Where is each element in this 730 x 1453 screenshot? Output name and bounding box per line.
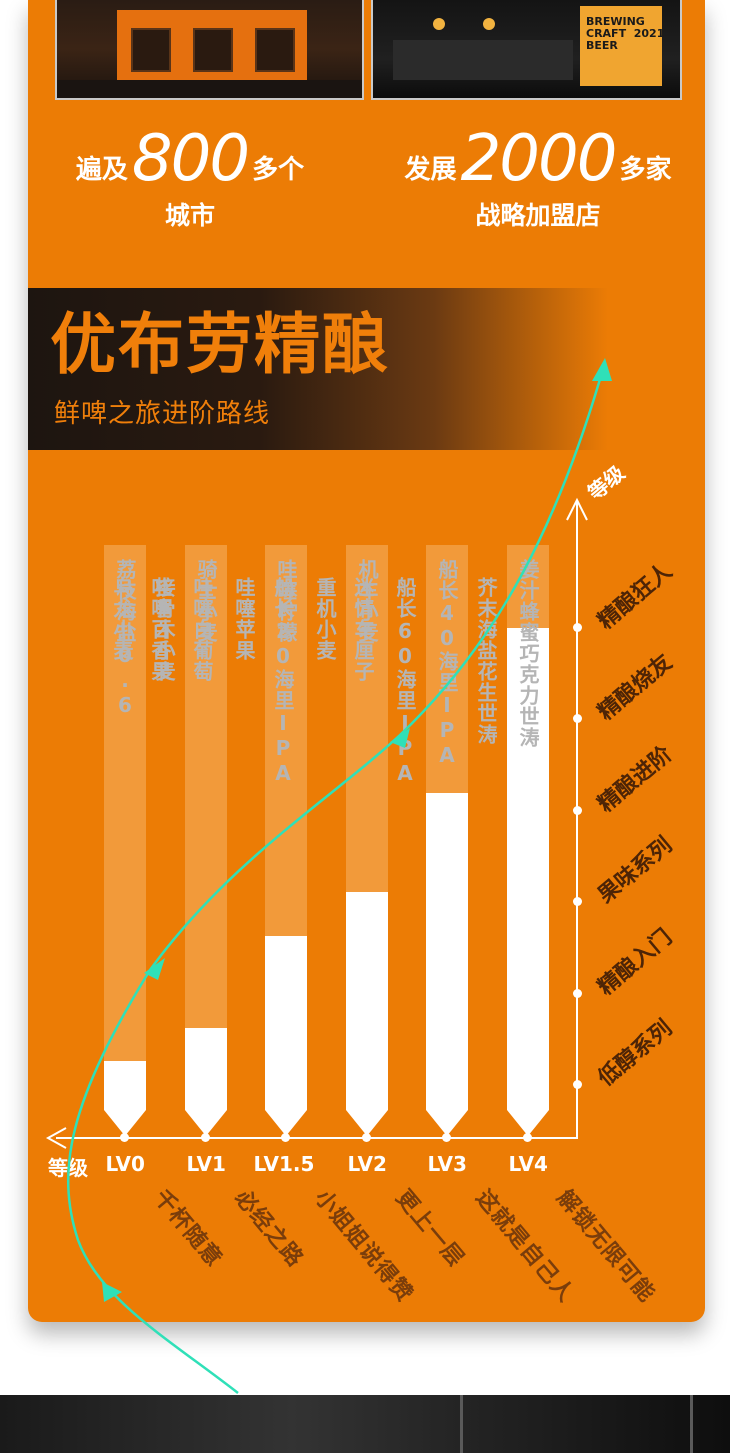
bar-lv3: 船长40海里IPA 船长60海里IPA 迷情车厘子	[351, 545, 468, 1136]
journey-curve	[66, 361, 607, 1394]
bar-fill	[265, 936, 307, 1110]
bar-beer-list: 机车小麦 重机小麦 船长20海里IPA	[271, 559, 388, 1104]
x-axis	[56, 1137, 578, 1139]
x-tick-label: LV1.5	[253, 1152, 315, 1176]
bar-counter	[393, 40, 573, 80]
banner-title: 优布劳精酿	[50, 306, 390, 383]
stat-pre: 发展	[404, 155, 457, 185]
stat-sub: 战略加盟店	[475, 201, 601, 230]
photo-detail	[460, 1395, 463, 1453]
beer-name: 接骨木小麦	[152, 577, 176, 682]
bar-fill	[507, 628, 549, 1110]
x-axis-arrowhead	[45, 1127, 67, 1149]
beer-name: 荔枝海盐0.6	[113, 559, 137, 718]
bar-beer-list: 哇噻柠檬 哇噻苹果 哇噻白葡萄 哇噻百香果	[148, 559, 307, 1104]
store-window	[193, 28, 233, 72]
arrowhead-bottom	[102, 1282, 122, 1302]
bar-beer-list: 船长40海里IPA 船长60海里IPA 迷情车厘子	[351, 559, 468, 1104]
beer-name: 哇噻白葡萄	[190, 577, 214, 682]
bar-lv2: 机车小麦 重机小麦 船长20海里IPA	[271, 545, 388, 1136]
store-window	[255, 28, 295, 72]
brewing-sign: BREWING CRAFT 2021 BEER	[580, 6, 665, 86]
arrowhead-top	[592, 358, 612, 381]
stat-post: 多家	[619, 155, 672, 185]
y-axis	[576, 500, 578, 1139]
photo-detail	[690, 1395, 693, 1453]
bar-tip	[346, 1110, 388, 1136]
bar-track	[104, 545, 146, 1110]
banner-subtitle: 鲜啤之旅进阶路线	[54, 399, 271, 429]
store-facade	[117, 10, 307, 80]
arrowhead-mid	[390, 728, 410, 748]
bar-fill	[185, 1028, 227, 1110]
x-tick-label: LV2	[347, 1152, 387, 1176]
stat-number: 2000	[460, 122, 618, 196]
x-tick-label: LV3	[427, 1152, 467, 1176]
beer-name: 芥末海盐花生世涛	[474, 577, 498, 745]
x-tick-label: LV4	[508, 1152, 548, 1176]
y-axis-arrowhead	[566, 497, 588, 521]
beer-name: 乌龙小麦	[110, 577, 134, 661]
title-banner	[28, 288, 608, 450]
bar-tip	[104, 1110, 146, 1136]
beer-name: 迷情车厘子	[351, 577, 375, 682]
bar-lv1.5: 哇噻柠檬 哇噻苹果 哇噻白葡萄 哇噻百香果	[148, 545, 307, 1136]
bar-lv1: 骑士小麦 接骨木小麦 乌龙小麦	[110, 545, 227, 1136]
store-window	[131, 28, 171, 72]
stat-sub: 城市	[164, 201, 215, 230]
bar-fill	[346, 892, 388, 1110]
stat-pre: 遍及	[75, 155, 128, 185]
beer-name: 机车小麦	[355, 559, 379, 643]
bar-track	[185, 545, 227, 1110]
stat-stores: 发展 2000 多家 战略加盟店	[390, 122, 686, 232]
bar-tip	[265, 1110, 307, 1136]
beer-name: 哇噻柠檬	[274, 559, 298, 643]
lamp	[483, 18, 495, 30]
street-ground	[57, 80, 362, 98]
bottom-photo-strip	[0, 1395, 730, 1453]
beer-name: 姜汁蜂蜜巧克力世涛	[516, 559, 540, 748]
bar-lv0: 荔枝海盐0.6	[104, 545, 146, 1136]
bar-beer-list: 荔枝海盐0.6	[104, 559, 146, 1104]
x-tick-label: LV0	[105, 1152, 145, 1176]
store-front-photo	[55, 0, 364, 100]
bar-fill	[104, 1061, 146, 1110]
bar-tip	[426, 1110, 468, 1136]
beer-name: 哇噻百香果	[148, 577, 172, 682]
bar-beer-list: 姜汁蜂蜜巧克力世涛 芥末海盐花生世涛	[474, 559, 549, 1104]
beer-name: 船长60海里IPA	[393, 577, 417, 786]
lamp	[433, 18, 445, 30]
beer-name: 船长20海里IPA	[271, 577, 295, 786]
bar-fill	[426, 793, 468, 1110]
beer-name: 骑士小麦	[194, 559, 218, 643]
bar-lv4: 姜汁蜂蜜巧克力世涛 芥末海盐花生世涛	[474, 545, 549, 1136]
bar-tip	[507, 1110, 549, 1136]
stat-number: 800	[131, 122, 250, 196]
beer-name: 重机小麦	[313, 577, 337, 661]
bar-interior-photo: BREWING CRAFT 2021 BEER	[371, 0, 682, 100]
x-tick-label: LV1	[186, 1152, 226, 1176]
bar-beer-list: 骑士小麦 接骨木小麦 乌龙小麦	[110, 559, 227, 1104]
brewing-sign-text: BREWING CRAFT 2021 BEER	[586, 15, 665, 52]
bar-tip	[185, 1110, 227, 1136]
beer-name: 船长40海里IPA	[435, 559, 459, 768]
arrowhead-low	[144, 958, 165, 980]
stat-cities: 遍及 800 多个 城市	[70, 122, 310, 232]
beer-name: 哇噻苹果	[232, 577, 256, 661]
stat-post: 多个	[252, 155, 305, 185]
